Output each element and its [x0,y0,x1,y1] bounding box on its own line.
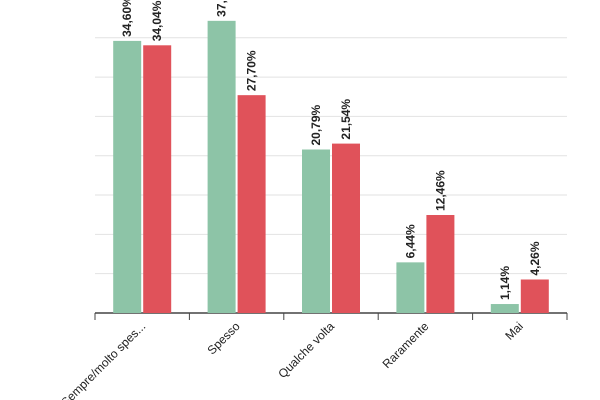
value-label: 4,26% [528,241,542,275]
value-label: 21,54% [339,99,353,140]
bar [426,215,455,313]
bar [520,279,549,313]
bar [143,45,172,313]
bar [332,143,360,313]
x-tick-label: Spesso [205,319,243,357]
value-label: 12,46% [433,170,447,211]
bar [396,262,425,313]
bar [302,149,330,313]
value-label: 1,14% [498,266,512,300]
bar [237,95,266,313]
bar [113,40,142,314]
value-label: 34,60% [120,0,134,37]
value-label: 27,70% [245,50,259,91]
value-label: 34,04% [150,0,164,41]
value-label: 20,79% [309,104,323,145]
value-label: 6,44% [403,224,417,258]
bar [490,304,519,313]
bar [207,20,236,313]
x-tick-label: Qualche volta [275,319,337,381]
value-label: 37,15% [215,0,229,17]
x-tick-label: Mai [502,319,526,343]
x-tick-label: Raramente [380,319,432,371]
x-tick-label: Sempre/molto spes... [58,319,148,400]
